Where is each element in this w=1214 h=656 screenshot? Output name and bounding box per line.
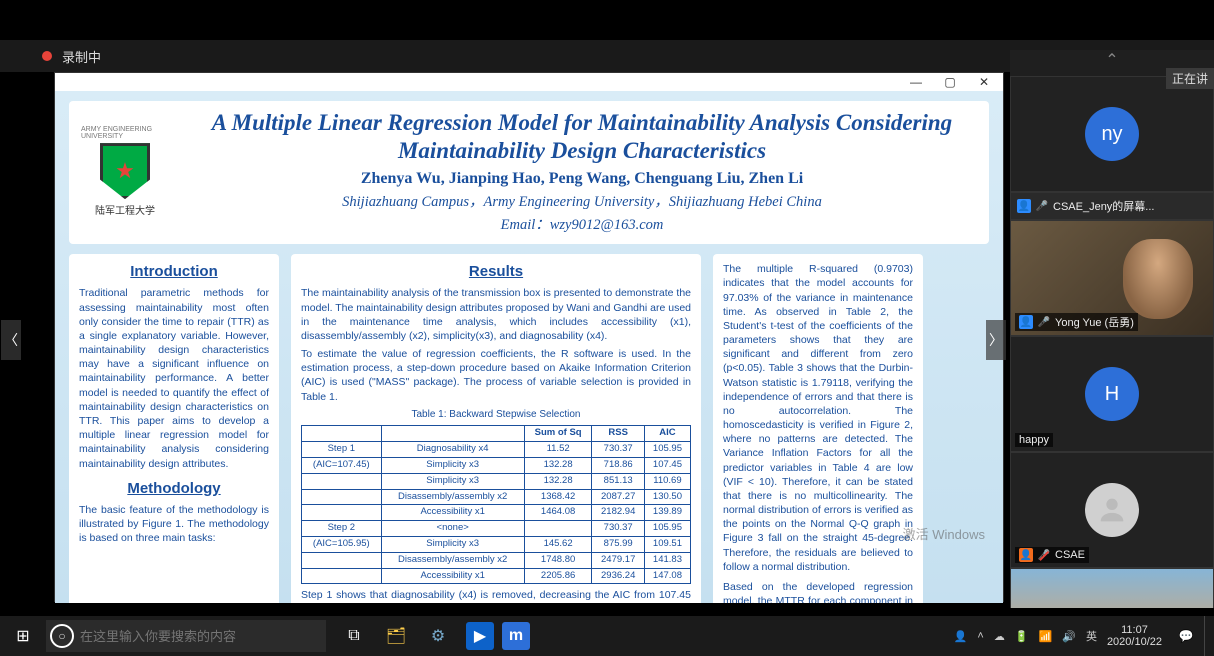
settings-icon[interactable]: ⚙ <box>418 616 458 656</box>
table-caption: Table 1: Backward Stepwise Selection <box>301 408 691 422</box>
participants-panel: ⌃ ny👤CSAE_Jeny的屏幕...👤Yong Yue (岳勇)Hhappy… <box>1010 50 1214 608</box>
table-row: Simplicity x3132.28851.13110.69 <box>302 473 691 489</box>
tray-ime[interactable]: 英 <box>1086 628 1097 644</box>
table-row: Accessibility x11464.082182.94139.89 <box>302 505 691 521</box>
results-p1: The maintainability analysis of the tran… <box>301 286 691 343</box>
participant-tile[interactable]: 👤Yong Yue (岳勇) <box>1010 220 1214 336</box>
participant-name-tag: 👤CSAE <box>1015 547 1089 563</box>
cortana-icon[interactable]: ○ <box>50 624 74 648</box>
methodology-text: The basic feature of the methodology is … <box>79 503 269 546</box>
col3-text-b: Based on the developed regression model,… <box>723 580 913 603</box>
task-view-icon[interactable]: ⧉ <box>334 616 374 656</box>
table-row: Disassembly/assembly x21368.422087.27130… <box>302 489 691 505</box>
table-header: Sum of Sq <box>524 426 592 442</box>
university-logo: ARMY ENGINEERING UNIVERSITY ★ 陆军工程大学 <box>81 117 169 227</box>
show-desktop[interactable] <box>1204 616 1210 656</box>
col3-text: The multiple R-squared (0.9703) indicate… <box>723 262 913 574</box>
meeting-app-icon[interactable]: m <box>502 622 530 650</box>
tray-up-icon[interactable]: ˄ <box>977 630 983 642</box>
tray-battery-icon[interactable]: 🔋 <box>1015 630 1029 643</box>
intro-heading: Introduction <box>79 262 269 282</box>
table-row: (AIC=107.45)Simplicity x3132.28718.86107… <box>302 457 691 473</box>
results-p2: To estimate the value of regression coef… <box>301 347 691 404</box>
table-row: (AIC=105.95)Simplicity x3145.62875.99109… <box>302 537 691 553</box>
participant-tile[interactable]: 👤CSAE <box>1010 452 1214 568</box>
windows-watermark: 激活 Windows <box>903 524 985 543</box>
avatar: ny <box>1085 107 1139 161</box>
shared-window: — ▢ ✕ ARMY ENGINEERING UNIVERSITY ★ 陆军工程… <box>54 72 1004 602</box>
table-header <box>302 426 382 442</box>
window-titlebar: — ▢ ✕ <box>55 73 1003 91</box>
intro-text: Traditional parametric methods for asses… <box>79 286 269 470</box>
poster-col-center: Results The maintainability analysis of … <box>291 254 701 603</box>
poster-affiliation: Shijiazhuang Campus，Army Engineering Uni… <box>187 190 977 211</box>
participant-name-tag: happy <box>1015 433 1053 447</box>
table-row: Disassembly/assembly x21748.802479.17141… <box>302 552 691 568</box>
file-explorer-icon[interactable]: 🗂 <box>376 616 416 656</box>
participants-list: ny 👤CSAE_Jeny的屏幕... 👤Yong Yue (岳勇) Hhappy 👤C… <box>1010 76 1214 608</box>
avatar: H <box>1085 367 1139 421</box>
maximize-button[interactable]: ▢ <box>943 75 957 89</box>
participant-name-tag: 👤Yong Yue (岳勇) <box>1015 313 1138 331</box>
avatar <box>1085 483 1139 537</box>
next-arrow-icon[interactable]: 〉 <box>986 320 1006 360</box>
recording-label: 录制中 <box>62 47 101 66</box>
search-input[interactable] <box>80 629 326 644</box>
taskbar-clock[interactable]: 11:07 2020/10/22 <box>1107 624 1162 648</box>
poster-col-right: The multiple R-squared (0.9703) indicate… <box>713 254 923 603</box>
participant-tile[interactable]: ny <box>1010 76 1214 192</box>
speaking-tab[interactable]: 正在讲 <box>1166 68 1214 89</box>
taskbar-search[interactable]: ○ <box>46 620 326 652</box>
video-app-icon[interactable]: ▶ <box>466 622 494 650</box>
table-row: Accessibility x12205.862936.24147.08 <box>302 568 691 584</box>
clock-time: 11:07 <box>1107 624 1162 636</box>
poster-email: Email：wzy9012@163.com <box>187 213 977 234</box>
table-header: RSS <box>592 426 644 442</box>
methodology-heading: Methodology <box>79 479 269 499</box>
poster-slide: ARMY ENGINEERING UNIVERSITY ★ 陆军工程大学 A M… <box>55 91 1003 603</box>
tray-volume-icon[interactable]: 🔊 <box>1062 630 1076 643</box>
poster-authors: Zhenya Wu, Jianping Hao, Peng Wang, Chen… <box>187 170 977 188</box>
results-p3: Step 1 shows that diagnosability (x4) is… <box>301 588 691 603</box>
table-row: Step 1Diagnosability x411.52730.37105.95 <box>302 442 691 458</box>
stepwise-table: Sum of SqRSSAIC Step 1Diagnosability x41… <box>301 425 691 584</box>
results-heading: Results <box>301 262 691 282</box>
tray-wifi-icon[interactable]: 📶 <box>1039 630 1053 643</box>
main-share-area: — ▢ ✕ ARMY ENGINEERING UNIVERSITY ★ 陆军工程… <box>0 72 1005 608</box>
participant-bar[interactable]: 👤CSAE_Jeny的屏幕... <box>1010 192 1214 220</box>
system-tray[interactable]: 👤 ˄ ☁ 🔋 📶 🔊 英 <box>954 628 1097 644</box>
tray-cloud-icon[interactable]: ☁ <box>994 630 1005 643</box>
tray-people-icon[interactable]: 👤 <box>954 630 968 643</box>
minimize-button[interactable]: — <box>909 75 923 89</box>
prev-arrow-icon[interactable]: 〈 <box>1 320 21 360</box>
top-black-bar <box>0 0 1214 40</box>
close-button[interactable]: ✕ <box>977 75 991 89</box>
poster-columns: Introduction Traditional parametric meth… <box>69 254 989 603</box>
clock-date: 2020/10/22 <box>1107 636 1162 648</box>
participant-tile[interactable]: Hhappy <box>1010 336 1214 452</box>
poster-title: A Multiple Linear Regression Model for M… <box>187 109 977 164</box>
table-row: Step 2<none>730.37105.95 <box>302 521 691 537</box>
record-dot-icon <box>42 51 52 61</box>
windows-taskbar: ⊞ ○ ⧉ 🗂 ⚙ ▶ m 👤 ˄ ☁ 🔋 📶 🔊 英 11:07 2020/1… <box>0 616 1214 656</box>
poster-header: ARMY ENGINEERING UNIVERSITY ★ 陆军工程大学 A M… <box>69 101 989 244</box>
start-button[interactable]: ⊞ <box>0 616 46 656</box>
table-header <box>381 426 524 442</box>
table-header: AIC <box>644 426 690 442</box>
poster-col-left: Introduction Traditional parametric meth… <box>69 254 279 603</box>
notification-icon[interactable]: 💬 <box>1168 616 1204 656</box>
participant-tile[interactable]: CSAE4027 <box>1010 568 1214 608</box>
